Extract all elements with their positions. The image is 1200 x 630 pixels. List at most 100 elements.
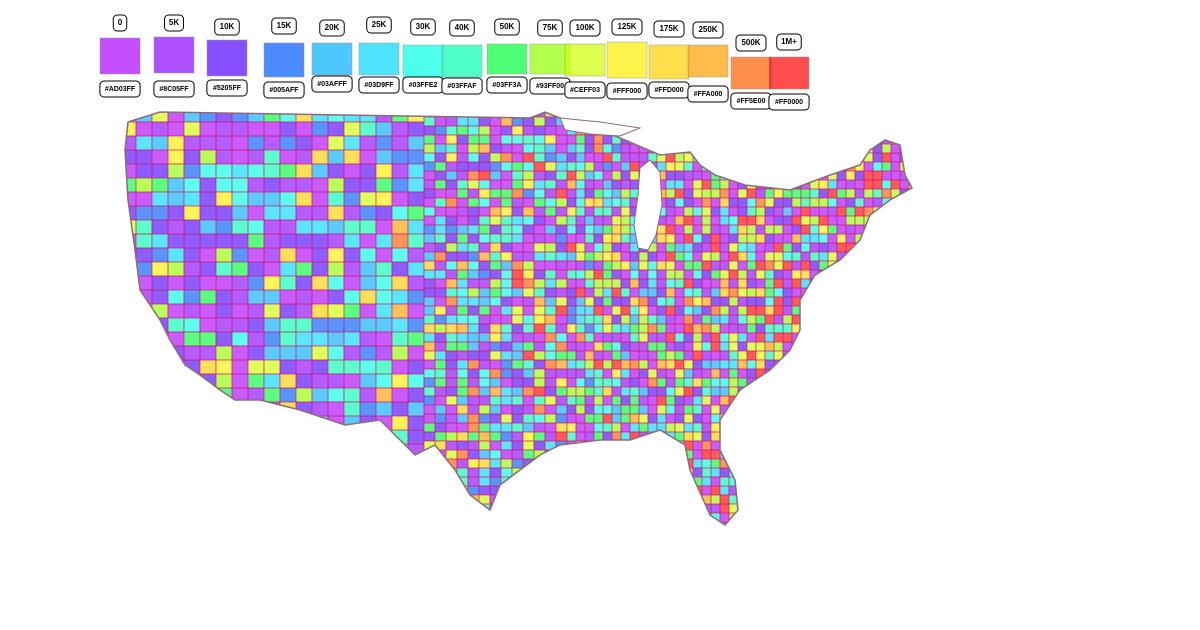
county [183,163,201,179]
county [647,287,658,298]
county [125,289,137,305]
county [500,197,513,208]
county [827,278,838,289]
county [899,359,910,370]
county [746,116,757,127]
county [836,386,847,397]
county [908,278,912,289]
county [881,440,892,451]
county [593,152,604,163]
county [593,350,604,361]
county [423,386,436,397]
county [773,206,784,217]
county [818,476,829,487]
county [881,386,892,397]
county [602,152,613,163]
county [478,161,491,172]
county [782,179,793,190]
county [511,485,524,496]
county [773,395,784,406]
county [782,377,793,388]
county [899,521,910,525]
county [456,215,469,226]
county [755,278,766,289]
county [881,323,892,334]
county [343,485,361,501]
county [881,395,892,406]
county [533,467,546,478]
county [593,476,604,487]
county [391,112,409,123]
county [764,224,775,235]
county [467,116,480,127]
county [809,431,820,442]
county [818,350,829,361]
county [737,152,748,163]
county [593,197,604,208]
county [827,179,838,190]
county [782,206,793,217]
county [638,251,649,262]
county [791,260,802,271]
county [511,332,524,343]
county [791,494,802,505]
county [638,152,649,163]
county [593,386,604,397]
county [746,278,757,289]
county [423,260,436,271]
county [555,215,568,226]
county [836,143,847,154]
county [544,260,557,271]
county [391,233,409,249]
county [522,494,535,505]
county [872,112,883,118]
county [135,373,153,389]
county [800,431,811,442]
county [522,260,535,271]
county [818,386,829,397]
county [478,440,491,451]
county [489,188,502,199]
county [544,251,557,262]
county [719,233,730,244]
county [489,269,502,280]
county [683,413,694,424]
county [263,163,281,179]
county [818,161,829,172]
county [818,152,829,163]
county [764,386,775,397]
county [791,233,802,244]
county [584,287,595,298]
county [151,373,169,389]
county [611,143,622,154]
county [755,305,766,316]
county [391,247,409,263]
county [881,449,892,460]
county [674,395,685,406]
county [489,206,502,217]
county [773,485,784,496]
county [279,112,297,123]
legend-label: 500K [741,38,760,47]
county [665,440,676,451]
county [423,269,436,280]
county [872,341,883,352]
county [827,116,838,127]
county [773,332,784,343]
legend-code-box [263,81,305,99]
county [638,404,649,415]
county [809,112,820,118]
county [215,275,233,291]
county [467,152,480,163]
county [764,125,775,136]
county [881,170,892,181]
county [125,205,137,221]
county [836,260,847,271]
county [423,125,436,136]
county [478,350,491,361]
county [800,422,811,433]
county [151,485,169,501]
county [827,251,838,262]
county [375,205,393,221]
county [755,161,766,172]
